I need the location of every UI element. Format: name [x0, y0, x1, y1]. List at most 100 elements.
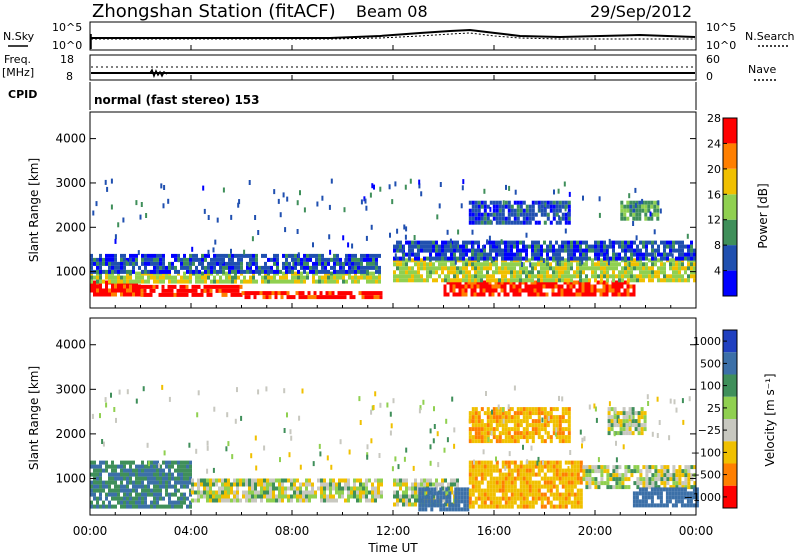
power-cell	[321, 279, 324, 284]
velocity-cell	[99, 468, 102, 473]
velocity-point	[497, 404, 500, 410]
power-cell	[342, 261, 345, 266]
power-cell	[663, 240, 666, 245]
power-cell	[231, 279, 234, 284]
power-cell	[525, 256, 528, 261]
velocity-cell	[168, 496, 171, 501]
velocity-cell	[305, 486, 308, 491]
velocity-cell	[582, 477, 586, 482]
velocity-cell	[153, 480, 156, 485]
velocity-cell	[159, 464, 162, 469]
velocity-cell	[108, 472, 111, 477]
velocity-cell	[672, 477, 676, 482]
velocity-cell	[296, 486, 299, 491]
power-cell	[494, 288, 498, 293]
power-cell	[111, 257, 114, 262]
power-cell	[563, 280, 567, 285]
velocity-cell	[242, 494, 245, 499]
velocity-cell	[93, 492, 96, 497]
velocity-cell	[99, 488, 102, 493]
power-cell	[591, 266, 594, 271]
velocity-cell	[427, 499, 431, 504]
velocity-cell	[528, 472, 532, 477]
velocity-cell	[668, 499, 672, 504]
x-tick-label: 12:00	[376, 524, 411, 538]
power-cell	[522, 248, 525, 253]
power-cell	[663, 252, 666, 257]
power-cell	[417, 256, 420, 261]
velocity-cell	[525, 492, 529, 497]
power-point	[344, 258, 347, 264]
velocity-cell	[645, 485, 649, 490]
velocity-point	[581, 437, 584, 443]
power-point	[608, 238, 611, 244]
power-cell	[579, 278, 582, 283]
velocity-cell	[362, 490, 365, 495]
velocity-cell	[573, 468, 577, 473]
power-cell	[579, 266, 582, 271]
velocity-cell	[380, 490, 383, 495]
velocity-cell	[203, 494, 206, 499]
velocity-cell	[99, 492, 102, 497]
power-cell	[120, 261, 123, 266]
power-cell	[294, 271, 297, 276]
power-cell	[170, 292, 174, 297]
date-label: 29/Sep/2012	[590, 2, 692, 21]
velocity-cell	[171, 472, 174, 477]
power-cell	[126, 257, 129, 262]
velocity-cell	[552, 492, 556, 497]
power-cell	[129, 253, 132, 258]
velocity-cell	[498, 431, 502, 436]
power-cell	[630, 266, 633, 271]
power-cell	[351, 253, 354, 258]
power-cell	[504, 216, 508, 221]
power-cell	[513, 252, 516, 257]
velocity-cell	[663, 485, 667, 490]
power-cell	[327, 269, 330, 274]
power-cell	[501, 256, 504, 261]
power-cell	[352, 295, 356, 300]
velocity-cell	[690, 485, 694, 490]
power-point	[508, 185, 511, 191]
power-cell	[213, 269, 216, 274]
power-cell	[291, 257, 294, 262]
power-cell	[519, 274, 522, 279]
power-cell	[231, 275, 234, 280]
power-cell	[354, 265, 357, 270]
power-cell	[626, 200, 630, 205]
power-cell	[540, 252, 543, 257]
velocity-cell	[445, 487, 449, 492]
velocity-cell	[329, 486, 332, 491]
velocity-cell	[528, 484, 532, 489]
power-point	[657, 200, 660, 206]
velocity-cell	[245, 490, 248, 495]
power-cell	[236, 288, 240, 293]
power-cell	[102, 292, 105, 297]
power-cell	[222, 279, 225, 284]
velocity-cell	[671, 487, 675, 492]
velocity-cell	[377, 482, 380, 487]
velocity-cell	[531, 496, 535, 501]
velocity-cell	[624, 469, 628, 474]
velocity-cell	[564, 488, 568, 493]
velocity-cell	[660, 473, 664, 478]
power-cell	[376, 291, 380, 296]
power-cell	[498, 244, 501, 249]
velocity-cell	[662, 503, 666, 508]
velocity-cell	[141, 484, 144, 489]
power-cell	[222, 253, 225, 258]
velocity-cell	[141, 468, 144, 473]
power-cell	[399, 266, 402, 271]
velocity-cell	[516, 423, 520, 428]
velocity-cell	[507, 468, 511, 473]
velocity-cell	[510, 480, 514, 485]
power-cell	[537, 256, 540, 261]
power-cell	[537, 240, 540, 245]
velocity-cell	[654, 485, 658, 490]
power-cell	[369, 265, 372, 270]
power-cell	[411, 258, 414, 263]
power-cell	[93, 280, 96, 285]
velocity-cell	[438, 482, 441, 487]
power-cell	[486, 266, 489, 271]
velocity-cell	[504, 500, 508, 505]
